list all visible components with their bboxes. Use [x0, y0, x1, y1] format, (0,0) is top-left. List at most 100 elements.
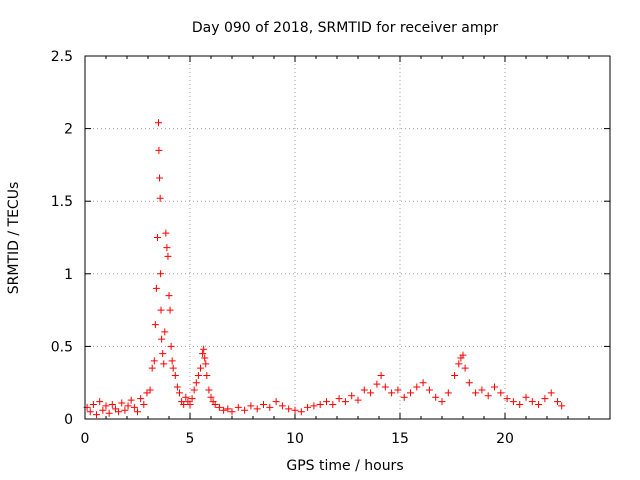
x-tick-label: 15: [391, 431, 409, 447]
data-point: [169, 364, 177, 372]
data-point: [96, 398, 104, 406]
data-point: [134, 408, 141, 416]
data-point: [484, 392, 492, 400]
data-point: [192, 379, 200, 387]
gridlines: [85, 56, 610, 419]
data-point: [291, 406, 299, 414]
data-point: [146, 386, 154, 394]
data-point: [143, 389, 151, 397]
data-point: [200, 345, 208, 353]
data-point: [152, 284, 160, 292]
data-point: [155, 119, 162, 127]
y-tick-label: 2.5: [51, 49, 73, 65]
data-point: [260, 400, 267, 408]
data-point: [329, 400, 337, 408]
data-point: [381, 383, 389, 391]
data-point: [182, 393, 190, 401]
data-point: [323, 398, 330, 406]
data-point: [86, 408, 94, 416]
data-point: [528, 398, 536, 406]
y-tick-label: 1: [64, 267, 73, 283]
data-point: [541, 395, 549, 403]
data-point: [158, 335, 166, 343]
data-point: [168, 357, 176, 365]
data-point: [171, 371, 179, 379]
data-point: [161, 328, 169, 336]
data-point: [419, 379, 427, 387]
x-tick-labels: 0 5 10 15 20: [81, 431, 514, 447]
data-point: [278, 402, 286, 410]
y-tick-label: 1.5: [51, 194, 73, 210]
data-point: [197, 364, 204, 372]
data-point: [148, 364, 156, 372]
data-point: [157, 270, 165, 278]
data-point: [247, 402, 255, 410]
data-point: [167, 342, 175, 350]
data-point: [461, 364, 469, 372]
data-point: [180, 400, 188, 408]
data-point: [558, 402, 566, 410]
data-point: [444, 389, 452, 397]
data-point: [207, 393, 215, 401]
data-point: [522, 393, 530, 401]
data-point: [153, 234, 161, 241]
data-point: [105, 409, 113, 417]
data-point: [220, 406, 228, 414]
data-point: [377, 371, 385, 379]
data-point: [140, 400, 148, 408]
data-point: [205, 386, 213, 394]
data-point: [360, 386, 368, 394]
data-point: [127, 396, 135, 404]
y-tick-labels: 0 0.5 1 1.5 2 2.5: [51, 49, 73, 428]
data-point: [160, 360, 168, 368]
data-point: [111, 405, 119, 413]
data-points: [83, 119, 566, 419]
data-point: [165, 292, 173, 300]
data-point: [465, 379, 473, 387]
data-point: [202, 360, 210, 368]
data-point: [516, 400, 524, 408]
data-point: [93, 411, 101, 419]
data-point: [108, 400, 116, 408]
data-point: [228, 408, 236, 416]
data-point: [459, 351, 467, 359]
data-point: [451, 371, 459, 379]
data-point: [547, 389, 555, 397]
data-point: [341, 398, 349, 406]
data-point: [234, 403, 242, 411]
data-point: [162, 229, 170, 237]
data-point: [316, 400, 324, 408]
data-point: [478, 386, 486, 394]
data-point: [173, 383, 181, 391]
data-point: [241, 406, 249, 414]
data-point: [413, 383, 421, 391]
y-tick-label: 0: [64, 412, 73, 428]
data-point: [438, 398, 446, 406]
data-point: [509, 398, 517, 406]
data-point: [394, 386, 402, 394]
data-point: [215, 403, 223, 411]
data-point: [155, 146, 163, 154]
data-point: [455, 360, 463, 368]
data-point: [224, 405, 232, 413]
y-tick-label: 2: [64, 122, 73, 138]
x-axis-label: GPS time / hours: [286, 458, 403, 474]
data-point: [124, 402, 132, 410]
data-point: [535, 400, 543, 408]
data-point: [157, 306, 165, 314]
x-tick-label: 20: [496, 431, 514, 447]
data-point: [253, 405, 261, 413]
data-point: [211, 400, 219, 408]
data-point: [388, 389, 396, 397]
data-point: [156, 174, 164, 182]
data-point: [201, 354, 209, 362]
data-point: [472, 389, 480, 397]
data-point: [115, 408, 123, 416]
data-point: [199, 350, 207, 358]
data-point: [266, 403, 274, 411]
data-point: [102, 402, 110, 410]
data-point: [159, 350, 167, 358]
data-point: [130, 403, 138, 411]
data-point: [188, 395, 196, 403]
